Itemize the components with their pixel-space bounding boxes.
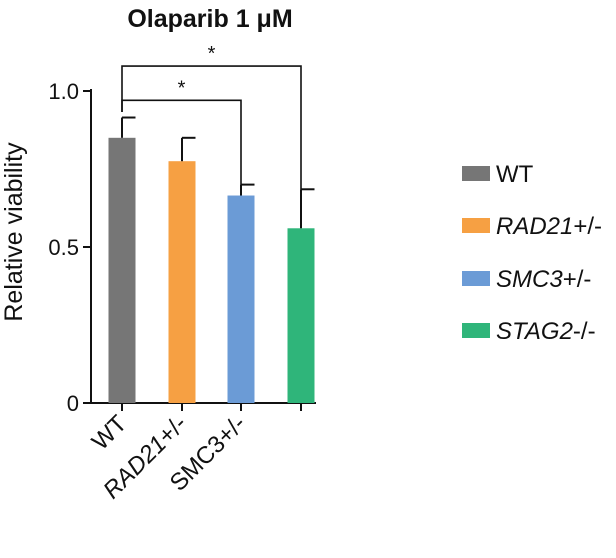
y-axis-label: Relative viability (0, 142, 28, 322)
chart-title: Olaparib 1 μM (127, 5, 292, 33)
legend-swatch-1 (462, 218, 490, 233)
y-tick-label-2: 1.0 (48, 79, 79, 104)
bar-0 (108, 137, 136, 404)
legend-label-3-plain: -/- (573, 318, 596, 345)
legend-label-2-plain: +/- (563, 266, 592, 293)
legend-swatch-0 (462, 166, 490, 181)
y-tick-label-0: 0 (67, 391, 79, 416)
legend-label-1-italic: RAD21 (496, 213, 573, 240)
bars-group (108, 137, 315, 404)
legend-label-2-italic: SMC3 (496, 266, 563, 293)
x-tick-label-0: WT (87, 410, 133, 456)
legend-label-1-plain: +/- (573, 213, 602, 240)
significance-label-0: * (178, 77, 186, 99)
legend-label-3: STAG2-/- (496, 318, 596, 345)
error-bars-group (121, 116, 315, 229)
bar-2 (227, 195, 255, 403)
legend-swatch-2 (462, 271, 490, 286)
significance-group: ** (121, 43, 302, 190)
legend-swatch-3 (462, 323, 490, 338)
significance-bracket-1 (121, 65, 302, 190)
x-tick-label-0-plain: WT (87, 410, 133, 456)
legend-label-1: RAD21+/- (496, 213, 602, 240)
significance-label-1: * (208, 43, 216, 65)
legend-label-0: WT (496, 161, 534, 188)
bar-1 (168, 161, 196, 403)
legend-label-3-italic: STAG2 (496, 318, 573, 345)
y-tick-label-1: 0.5 (48, 235, 79, 260)
legend-label-2: SMC3+/- (496, 266, 591, 293)
legend-label-0-plain: WT (496, 161, 534, 188)
bar-3 (287, 228, 315, 403)
